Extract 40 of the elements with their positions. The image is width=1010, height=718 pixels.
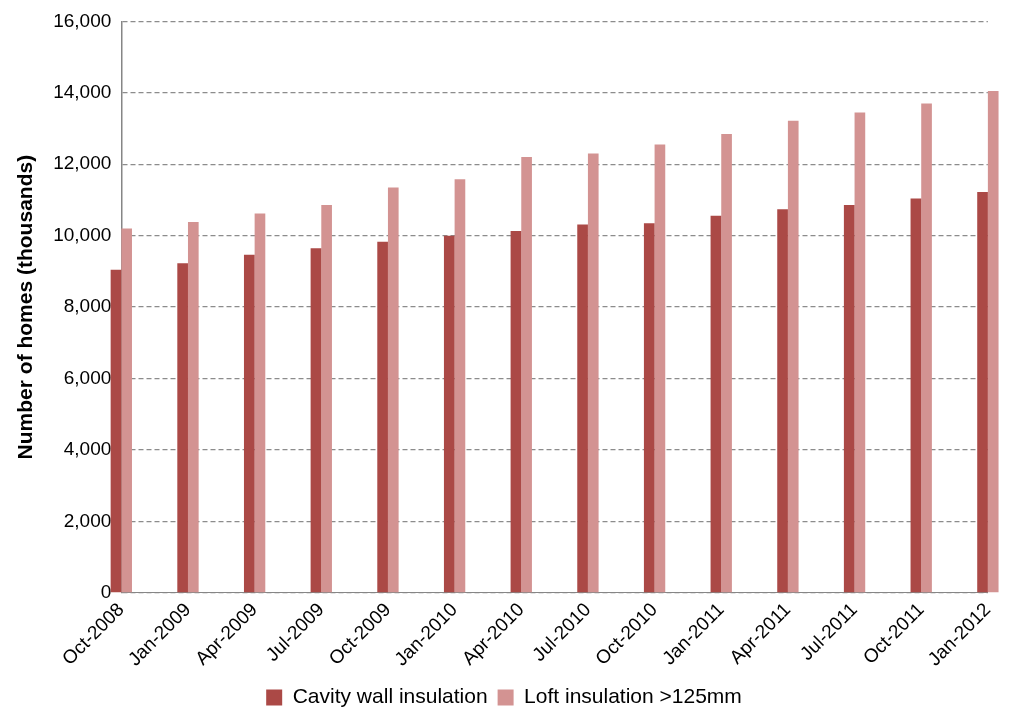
bar [243,254,255,593]
bar [921,103,932,593]
bar [321,204,332,593]
bar [454,179,466,593]
y-tick-label: 4,000 [63,438,112,460]
bar [510,231,522,593]
bar [110,269,122,593]
y-tick-label: 2,000 [63,509,112,531]
y-axis-title: Number of homes (thousands) [13,154,37,460]
y-tick-label: 14,000 [53,81,112,103]
bar [854,112,866,593]
bar [721,133,732,593]
bar [187,222,199,593]
bar [521,157,532,593]
bar [910,198,922,593]
bar [987,91,999,593]
bar [643,223,655,593]
bar [710,215,722,593]
y-tick-label: 6,000 [63,366,112,388]
bar [254,213,266,593]
bar [577,224,588,593]
bar [843,204,855,593]
bar [787,120,799,593]
y-tick-label: 8,000 [63,295,112,317]
bar [387,187,399,593]
bar [377,241,388,593]
legend-label: Cavity wall insulation [292,684,488,708]
bar [121,228,132,593]
bar [587,153,599,593]
bar [443,235,455,593]
bar [310,248,322,593]
y-tick-label: 16,000 [53,9,112,31]
bar [177,263,188,593]
bar [654,144,666,593]
y-tick-label: 0 [100,581,112,603]
bar [977,192,988,593]
y-tick-label: 10,000 [53,223,112,245]
legend-label: Loft insulation >125mm [524,684,742,708]
y-tick-label: 12,000 [53,152,112,174]
bar [777,209,788,593]
